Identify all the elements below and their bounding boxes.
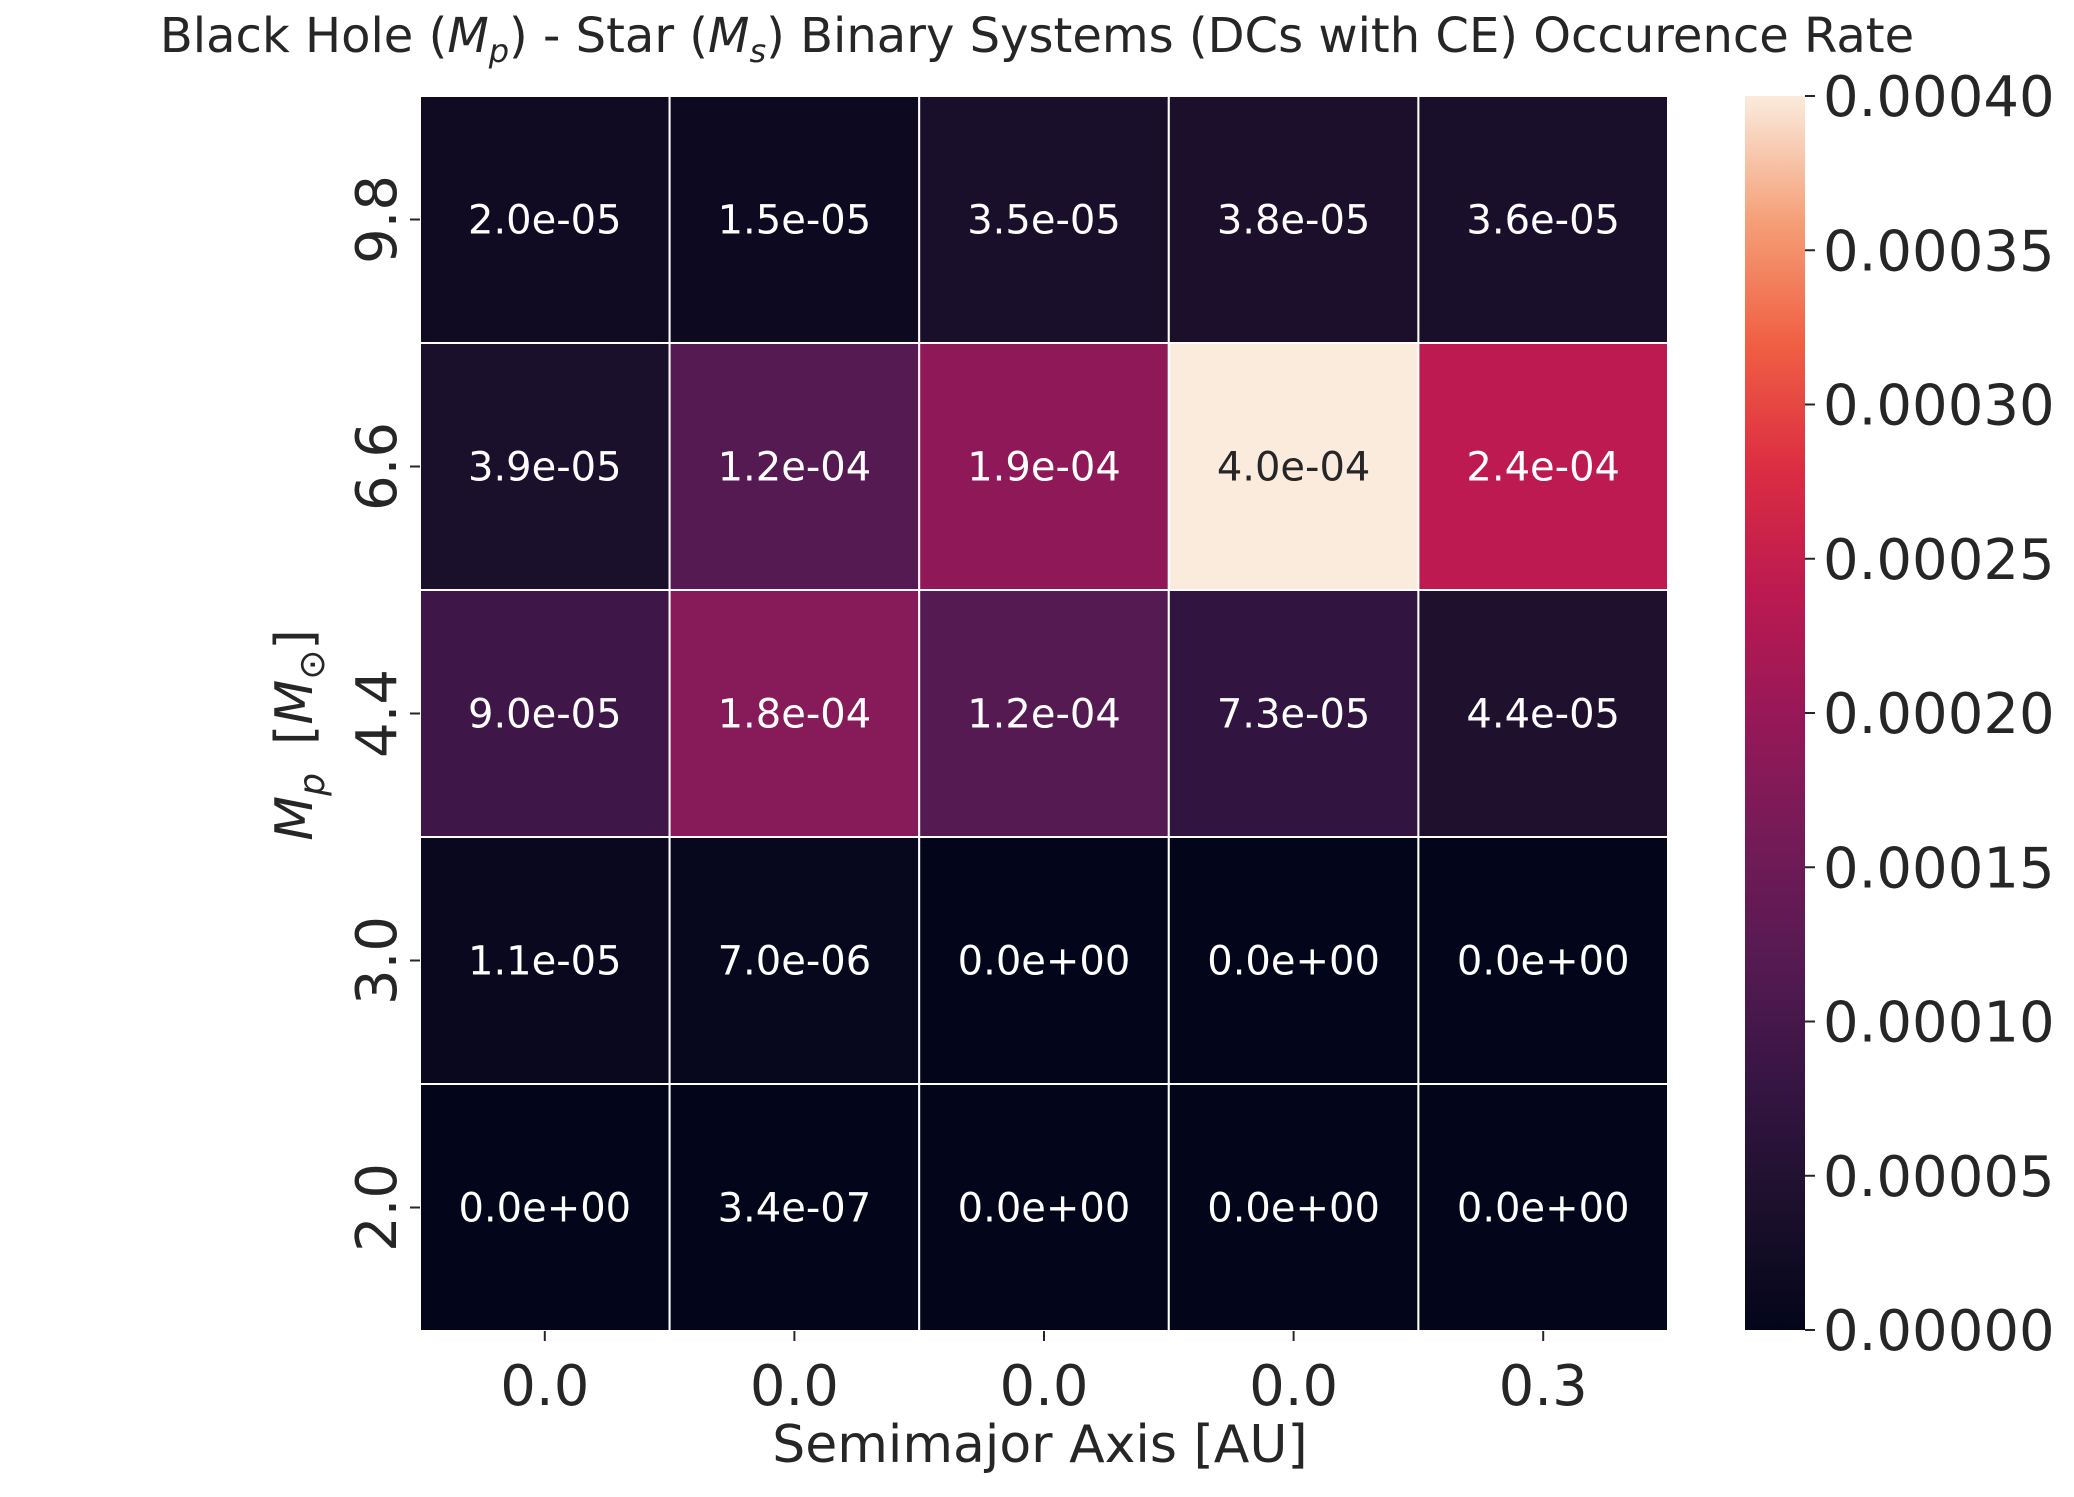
colorbar-tick-label: 0.00010 [1823, 991, 2055, 1056]
cell-value-label: 1.8e-04 [718, 692, 872, 738]
y-tick-label: 6.6 [345, 422, 410, 511]
y-tick-label: 9.8 [345, 175, 410, 264]
heatmap-cell [918, 342, 1170, 591]
y-axis-ticks: 9.8 6.6 4.4 3.0 2.0 [345, 175, 420, 1252]
x-tick-label: 0.3 [1499, 1354, 1588, 1419]
colorbar-tick-label: 0.00040 [1823, 65, 2055, 130]
x-tick-label: 0.0 [500, 1354, 589, 1419]
y-axis-label: Mp[M⊙] [265, 629, 333, 840]
heatmap-cell [419, 95, 671, 344]
cell-value-label: 4.4e-05 [1466, 692, 1620, 738]
y-tick-label: 3.0 [345, 916, 410, 1005]
heatmap-cell [1417, 342, 1670, 591]
heatmap-cell [1167, 836, 1420, 1085]
colorbar [1745, 96, 1805, 1330]
colorbar-tick-label: 0.00020 [1823, 682, 2055, 747]
colorbar-tick-label: 0.00035 [1823, 219, 2055, 284]
cell-value-label: 0.0e+00 [1207, 939, 1380, 985]
cell-value-label: 2.4e-04 [1466, 445, 1620, 491]
heatmap-cell [1417, 836, 1670, 1085]
heatmap-cell [668, 836, 921, 1085]
cell-value-label: 0.0e+00 [1457, 1186, 1630, 1232]
cell-value-label: 0.0e+00 [1457, 939, 1630, 985]
colorbar-tick-label: 0.00005 [1823, 1145, 2055, 1210]
heatmap-cell [918, 1083, 1170, 1332]
colorbar-tick-label: 0.00030 [1823, 374, 2055, 439]
heatmap-cell [668, 589, 921, 838]
cell-value-label: 1.2e-04 [967, 692, 1121, 738]
cell-value-label: 0.0e+00 [958, 939, 1131, 985]
cell-value-label: 1.5e-05 [718, 198, 872, 244]
heatmap-cell [668, 95, 921, 344]
cell-value-label: 4.0e-04 [1217, 445, 1371, 491]
cell-value-label: 3.5e-05 [967, 198, 1121, 244]
heatmap-cell [1167, 589, 1420, 838]
colorbar-tick-label: 0.00025 [1823, 528, 2055, 593]
heatmap-cells [419, 95, 1670, 1332]
heatmap-cell [1417, 589, 1670, 838]
x-axis-label: Semimajor Axis [AU] [772, 1415, 1307, 1475]
cell-value-label: 7.3e-05 [1217, 692, 1371, 738]
x-tick-label: 0.0 [1249, 1354, 1338, 1419]
cell-value-label: 2.0e-05 [468, 198, 622, 244]
heatmap-cell [1417, 1083, 1670, 1332]
heatmap-cell [918, 836, 1170, 1085]
chart-title: Black Hole (Mp) - Star (Ms) Binary Syste… [160, 8, 1914, 70]
y-tick-label: 4.4 [345, 669, 410, 758]
cell-value-label: 0.0e+00 [1207, 1186, 1380, 1232]
colorbar-ticks: 0.00000 0.00005 0.00010 0.00015 0.00020 0.000… [1805, 65, 2055, 1364]
cell-value-label: 0.0e+00 [958, 1186, 1131, 1232]
heatmap-cell [1167, 95, 1420, 344]
x-axis-ticks: 0.0 0.0 0.0 0.0 0.3 [500, 1331, 1588, 1419]
cell-value-label: 3.4e-07 [718, 1186, 872, 1232]
colorbar-tick-label: 0.00000 [1823, 1299, 2055, 1364]
heatmap-cell [419, 342, 671, 591]
heatmap-cell-labels: 2.0e-05 1.5e-05 3.5e-05 3.8e-05 3.6e-05 3.9e-… [458, 198, 1629, 1232]
heatmap-cell [668, 1083, 921, 1332]
cell-value-label: 1.2e-04 [718, 445, 872, 491]
heatmap-cell [918, 95, 1170, 344]
cell-value-label: 9.0e-05 [468, 692, 622, 738]
cell-value-label: 3.6e-05 [1466, 198, 1620, 244]
cell-value-label: 7.0e-06 [718, 939, 872, 985]
heatmap-cell [918, 589, 1170, 838]
y-tick-label: 2.0 [345, 1163, 410, 1252]
heatmap-cell [1417, 95, 1670, 344]
cell-value-label: 0.0e+00 [458, 1186, 631, 1232]
cell-value-label: 3.8e-05 [1217, 198, 1371, 244]
cell-value-label: 3.9e-05 [468, 445, 622, 491]
cell-value-label: 1.9e-04 [967, 445, 1121, 491]
x-tick-label: 0.0 [999, 1354, 1088, 1419]
heatmap-cell [419, 1083, 671, 1332]
x-tick-label: 0.0 [750, 1354, 839, 1419]
cell-value-label: 1.1e-05 [468, 939, 622, 985]
colorbar-tick-label: 0.00015 [1823, 836, 2055, 901]
